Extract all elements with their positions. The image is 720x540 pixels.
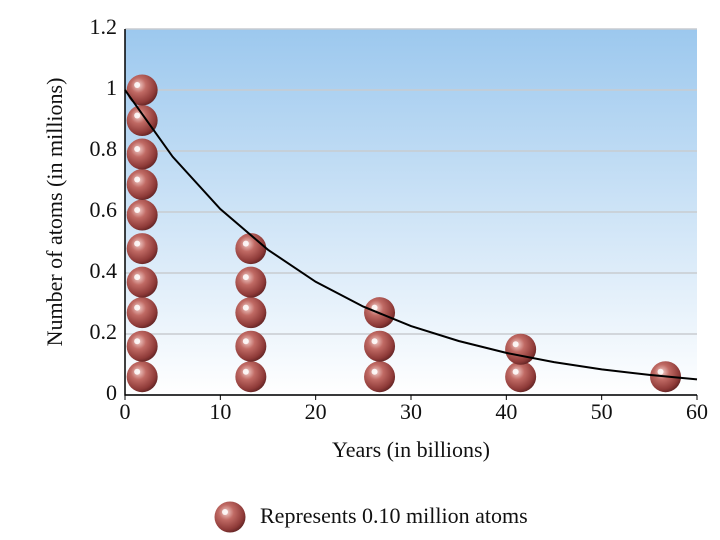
y-tick-label: 0.2 bbox=[90, 319, 118, 344]
sphere-highlight bbox=[512, 341, 519, 348]
x-tick-label: 60 bbox=[686, 399, 708, 424]
y-axis-label: Number of atoms (in millions) bbox=[42, 78, 67, 347]
y-tick-label: 0.8 bbox=[90, 136, 118, 161]
sphere-highlight bbox=[134, 368, 141, 375]
atom-sphere bbox=[126, 330, 158, 362]
atom-sphere bbox=[364, 330, 396, 362]
atom-sphere bbox=[126, 361, 158, 393]
atom-sphere bbox=[235, 266, 267, 298]
sphere-highlight bbox=[134, 304, 141, 311]
sphere-highlight bbox=[512, 368, 519, 375]
y-tick-label: 0.6 bbox=[90, 197, 118, 222]
atom-sphere bbox=[126, 297, 158, 329]
sphere-highlight bbox=[134, 338, 141, 345]
sphere-highlight bbox=[657, 368, 664, 375]
x-tick-label: 50 bbox=[591, 399, 613, 424]
atom-sphere bbox=[235, 330, 267, 362]
sphere-highlight bbox=[134, 240, 141, 247]
x-tick-label: 20 bbox=[305, 399, 327, 424]
sphere-highlight bbox=[134, 112, 141, 119]
y-tick-label: 1 bbox=[106, 75, 117, 100]
atom-sphere bbox=[505, 361, 537, 393]
x-tick-label: 30 bbox=[400, 399, 422, 424]
sphere-highlight bbox=[242, 240, 249, 247]
atom-sphere bbox=[235, 297, 267, 329]
y-tick-label: 0.4 bbox=[90, 258, 118, 283]
sphere-highlight bbox=[371, 304, 378, 311]
sphere-highlight bbox=[242, 274, 249, 281]
x-tick-label: 0 bbox=[120, 399, 131, 424]
sphere-highlight bbox=[371, 368, 378, 375]
atom-sphere bbox=[126, 266, 158, 298]
legend-label: Represents 0.10 million atoms bbox=[260, 503, 528, 528]
x-tick-label: 10 bbox=[209, 399, 231, 424]
atom-sphere bbox=[505, 333, 537, 365]
x-axis-label: Years (in billions) bbox=[332, 437, 490, 462]
y-tick-label: 1.2 bbox=[90, 14, 118, 39]
axes bbox=[124, 29, 697, 396]
y-tick-label: 0 bbox=[106, 380, 117, 405]
atom-sphere bbox=[214, 501, 246, 533]
sphere-highlight bbox=[134, 176, 141, 183]
decay-curve bbox=[124, 89, 698, 381]
atom-sphere bbox=[126, 233, 158, 265]
atom-sphere bbox=[235, 233, 267, 265]
atom-sphere bbox=[126, 105, 158, 136]
x-tick-label: 40 bbox=[495, 399, 517, 424]
atom-sphere bbox=[126, 74, 158, 106]
sphere-highlight bbox=[134, 82, 141, 88]
sphere-highlight bbox=[222, 509, 228, 515]
atom-sphere bbox=[235, 361, 267, 393]
sphere-highlight bbox=[134, 146, 141, 153]
sphere-highlight bbox=[242, 338, 249, 345]
atom-sphere bbox=[126, 199, 158, 231]
sphere-highlight bbox=[242, 368, 249, 375]
sphere-highlight bbox=[134, 207, 141, 214]
sphere-highlight bbox=[242, 304, 249, 311]
atom-sphere bbox=[364, 361, 396, 393]
atom-sphere bbox=[126, 169, 158, 201]
atom-sphere bbox=[126, 138, 158, 170]
sphere-highlight bbox=[134, 274, 141, 281]
sphere-highlight bbox=[371, 338, 378, 345]
